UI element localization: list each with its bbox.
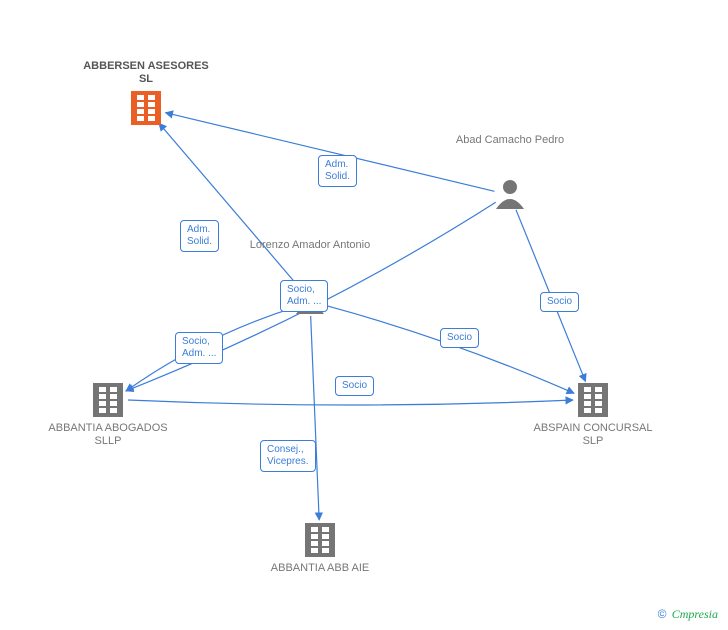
edge-label: Socio xyxy=(540,292,579,312)
edge-label: Socio xyxy=(440,328,479,348)
edge-label: Socio, Adm. ... xyxy=(175,332,223,364)
person-icon[interactable] xyxy=(496,180,524,209)
footer-credit: © Cmpresia xyxy=(658,607,718,622)
brand-name: Cmpresia xyxy=(672,607,718,621)
edge-label: Adm. Solid. xyxy=(180,220,219,252)
copyright-symbol: © xyxy=(658,607,667,621)
edge xyxy=(128,400,573,405)
company-icon[interactable] xyxy=(131,91,161,125)
edge xyxy=(159,123,300,288)
network-graph xyxy=(0,0,728,630)
edge xyxy=(311,316,320,520)
edge-label: Adm. Solid. xyxy=(318,155,357,187)
company-icon[interactable] xyxy=(93,383,123,417)
edge-label: Consej., Vicepres. xyxy=(260,440,316,472)
edge-label: Socio, Adm. ... xyxy=(280,280,328,312)
company-icon[interactable] xyxy=(305,523,335,557)
edge-label: Socio xyxy=(335,376,374,396)
company-icon[interactable] xyxy=(578,383,608,417)
